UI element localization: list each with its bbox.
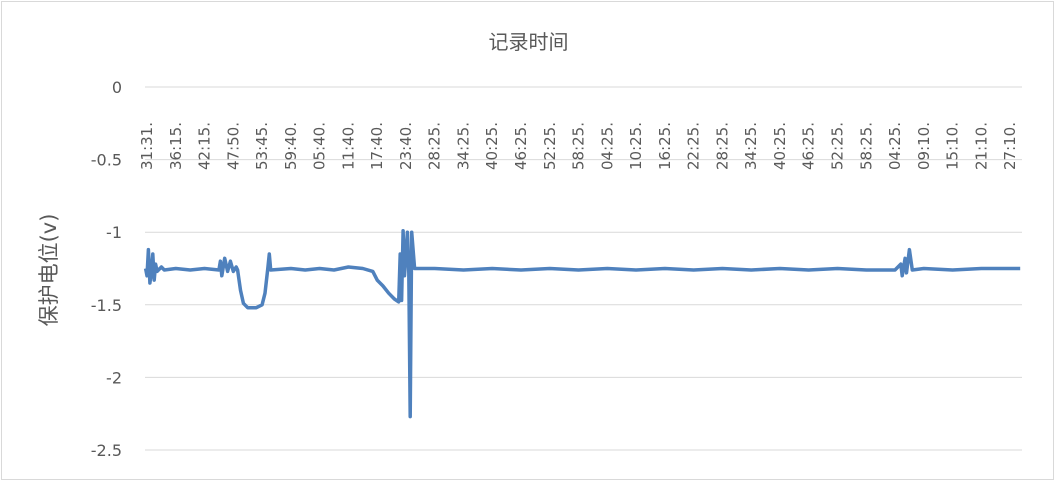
x-tick-label: 15:10. <box>944 122 962 170</box>
x-tick-label: 28:25. <box>426 122 444 170</box>
x-tick-label: 34:25. <box>742 122 760 170</box>
x-tick-label: 52:25. <box>828 122 846 170</box>
y-tick-label: -1 <box>106 223 122 242</box>
x-tick-label: 05:40. <box>311 122 329 170</box>
x-tick-label: 22:25. <box>685 122 703 170</box>
x-tick-label: 27:10. <box>1001 122 1019 170</box>
x-tick-label: 16:25. <box>656 122 674 170</box>
x-tick-label: 21:10. <box>972 122 990 170</box>
x-tick-label: 17:40. <box>368 122 386 170</box>
x-tick-label: 40:25. <box>483 122 501 170</box>
y-tick-label: -2 <box>106 368 122 387</box>
x-tick-label: 36:15. <box>167 122 185 170</box>
x-tick-label: 10:25. <box>627 122 645 170</box>
x-tick-label: 58:25. <box>570 122 588 170</box>
x-tick-label: 04:25. <box>886 122 904 170</box>
x-tick-label: 59:40. <box>282 122 300 170</box>
x-tick-label: 46:25. <box>512 122 530 170</box>
x-tick-label: 11:40. <box>339 122 357 170</box>
data-series-line <box>143 228 1021 419</box>
y-tick-label: -1.5 <box>91 296 122 315</box>
x-tick-label: 47:50. <box>224 122 242 170</box>
y-tick-label: -0.5 <box>91 151 122 170</box>
x-tick-label: 40:25. <box>771 122 789 170</box>
x-tick-label: 52:25. <box>541 122 559 170</box>
x-tick-label: 04:25. <box>598 122 616 170</box>
x-tick-label: 58:25. <box>857 122 875 170</box>
y-tick-label: 0 <box>112 78 122 97</box>
x-tick-label: 31:31. <box>138 122 156 170</box>
y-tick-label: -2.5 <box>91 441 122 460</box>
x-tick-label: 42:15. <box>196 122 214 170</box>
x-tick-label: 46:25. <box>800 122 818 170</box>
x-tick-label: 53:45. <box>253 122 271 170</box>
x-tick-label: 34:25. <box>454 122 472 170</box>
chart-title: 记录时间 <box>488 30 569 54</box>
x-tick-label: 28:25. <box>713 122 731 170</box>
x-tick-label: 09:10. <box>915 122 933 170</box>
x-tick-label: 23:40. <box>397 122 415 170</box>
